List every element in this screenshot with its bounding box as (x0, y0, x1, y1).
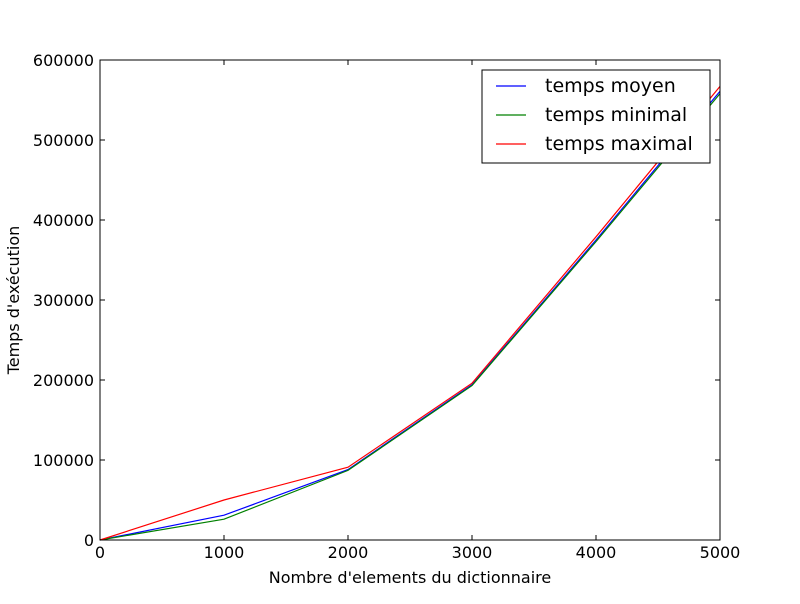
y-tick-label: 0 (84, 531, 94, 550)
legend-label: temps maximal (545, 133, 693, 155)
series-layer (99, 86, 721, 541)
y-tick-label: 100000 (33, 451, 94, 470)
y-tick-label: 500000 (33, 131, 94, 150)
series-line-temps-moyen (99, 90, 721, 541)
y-tick-label: 200000 (33, 371, 94, 390)
x-tick-label: 0 (95, 543, 105, 562)
x-tick-label: 2000 (328, 543, 369, 562)
y-tick-label: 300000 (33, 291, 94, 310)
legend-label: temps moyen (545, 75, 676, 97)
x-axis-label: Nombre d'elements du dictionnaire (269, 568, 552, 587)
x-tick-label: 1000 (204, 543, 245, 562)
x-tick-label: 4000 (576, 543, 617, 562)
tick-layer: 0 1000 2000 3000 4000 5000 0 100000 200000 300000… (33, 51, 740, 562)
y-tick-label: 400000 (33, 211, 94, 230)
x-tick-label: 5000 (700, 543, 741, 562)
y-axis-label: Temps d'exécution (4, 226, 23, 376)
series-line-temps-minimal (99, 93, 721, 541)
legend: temps moyen temps minimal temps maximal (481, 69, 711, 164)
series-line-temps-maximal (99, 86, 721, 541)
legend-label: temps minimal (545, 104, 687, 126)
x-tick-label: 3000 (452, 543, 493, 562)
y-tick-label: 600000 (33, 51, 94, 70)
